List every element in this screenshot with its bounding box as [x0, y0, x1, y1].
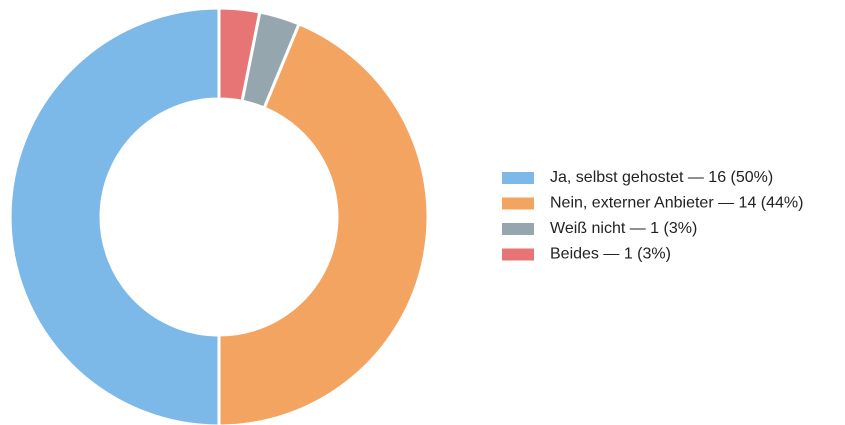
legend-label: Nein, externer Anbieter — 14 (44%) [550, 195, 803, 212]
legend-swatch [502, 197, 534, 210]
donut-slice [8, 6, 221, 425]
donut-slice [217, 21, 430, 425]
legend-swatch [502, 248, 534, 261]
donut-slice [217, 6, 262, 104]
legend-label: Weiß nicht — 1 (3%) [550, 220, 697, 237]
legend-swatch [502, 223, 534, 235]
legend-swatch [502, 172, 534, 184]
legend-label: Beides — 1 (3%) [550, 246, 671, 263]
legend-label: Ja, selbst gehostet — 16 (50%) [550, 169, 773, 186]
